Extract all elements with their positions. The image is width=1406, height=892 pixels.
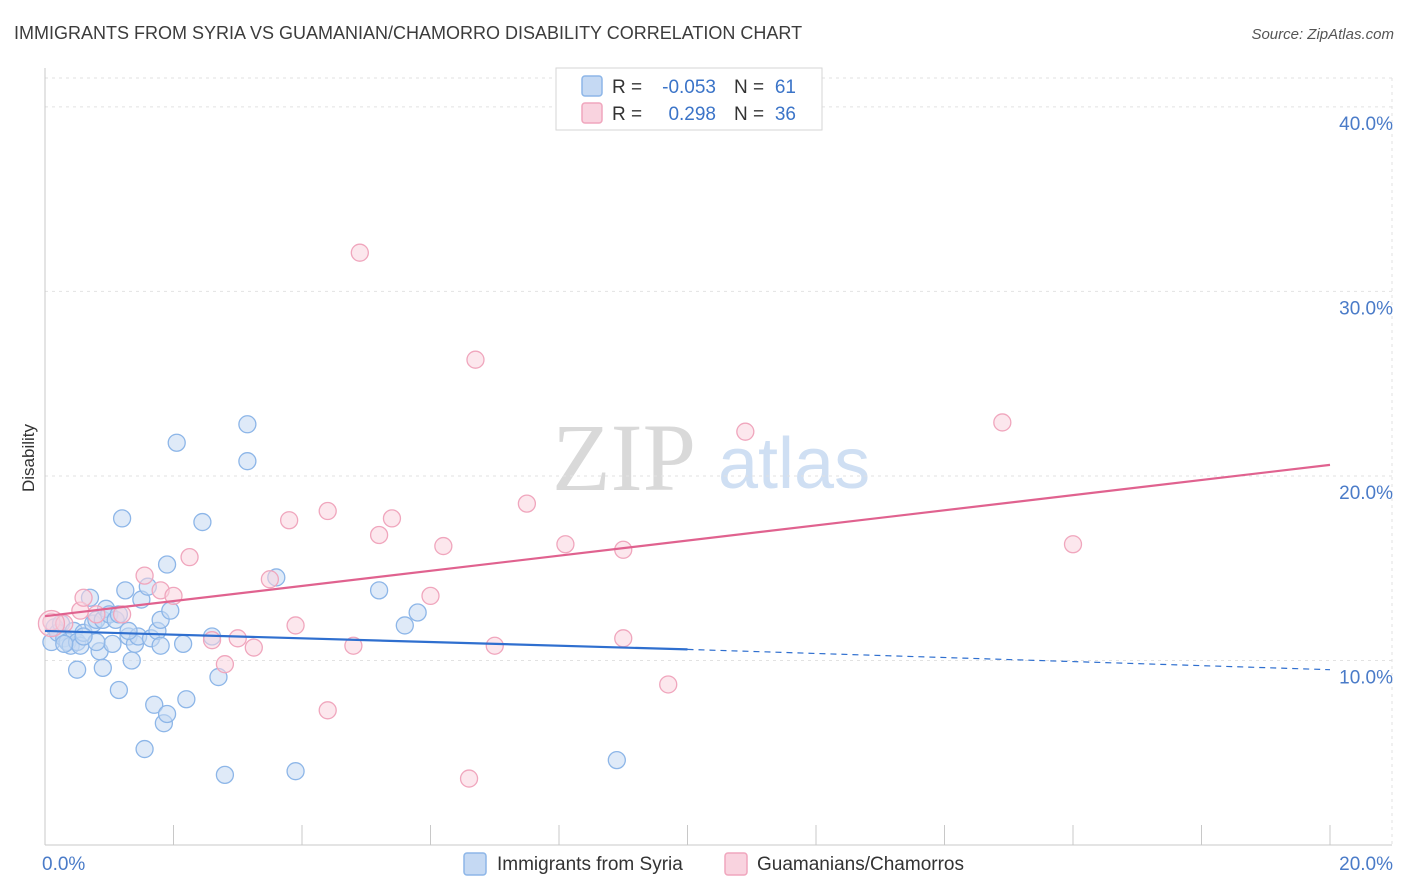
data-point [74, 588, 93, 607]
data-point [119, 621, 138, 641]
bottom-legend-swatch-syria [463, 852, 487, 876]
data-point [434, 536, 453, 556]
y-tick-label: 30.0% [1339, 298, 1393, 319]
series-legend: Immigrants from Syria Guamanians/Chamorr… [463, 852, 964, 876]
data-point [135, 566, 154, 585]
data-point [177, 690, 196, 709]
data-point [112, 509, 132, 528]
data-point [244, 638, 263, 657]
data-point [103, 634, 122, 654]
data-point [151, 636, 170, 655]
data-point [215, 765, 235, 785]
data-point [109, 680, 129, 700]
watermark-zip: ZIP [552, 404, 696, 511]
x-tick-label: 0.0% [42, 854, 85, 875]
trend-line-guam [44, 463, 1331, 618]
data-point [260, 570, 280, 589]
data-point [215, 655, 235, 674]
data-point [67, 660, 87, 679]
data-point [1063, 535, 1083, 554]
x-axis-ticks: 0.0% 20.0% [42, 825, 1393, 875]
data-point [459, 769, 479, 788]
series-guam [42, 243, 1083, 788]
trend-line-syria-extension [687, 648, 1331, 671]
data-point [74, 627, 93, 646]
series-syria [42, 415, 626, 785]
data-point [180, 547, 199, 567]
data-point [238, 452, 257, 471]
legend-r-label-guam: R = [612, 104, 642, 125]
data-point [369, 525, 389, 545]
legend-swatch-guam [581, 102, 603, 124]
data-point-cluster [37, 609, 66, 638]
data-point [659, 675, 678, 694]
data-point [369, 581, 389, 600]
watermark: ZIP atlas [552, 404, 870, 511]
legend-r-value-syria: -0.053 [662, 77, 716, 98]
data-point [122, 651, 141, 670]
trend-line-syria [44, 629, 688, 651]
legend-n-value-guam: 36 [775, 104, 796, 125]
data-point [408, 603, 427, 622]
y-tick-label: 10.0% [1339, 667, 1393, 688]
data-point [382, 509, 402, 528]
data-point [466, 350, 485, 369]
data-point [112, 605, 132, 624]
data-point [607, 750, 626, 770]
data-point [614, 629, 633, 648]
data-point [173, 634, 193, 654]
data-point [202, 631, 222, 650]
y-tick-label: 40.0% [1339, 114, 1393, 135]
legend-n-value-syria: 61 [775, 77, 796, 98]
legend-n-label-syria: N = [734, 77, 764, 98]
bottom-legend-swatch-guam [724, 852, 748, 876]
data-point [318, 701, 337, 720]
trend-lines [44, 463, 1331, 671]
data-point [238, 415, 257, 434]
data-point [350, 243, 369, 262]
data-point [344, 636, 363, 655]
data-point [286, 762, 305, 781]
bottom-legend-label-syria: Immigrants from Syria [497, 854, 683, 875]
chart-source: Source: ZipAtlas.com [1251, 26, 1394, 43]
legend-r-label-syria: R = [612, 77, 642, 98]
data-point [116, 581, 135, 600]
y-tick-label: 20.0% [1339, 483, 1393, 504]
data-point [161, 601, 180, 620]
x-tick-label: 20.0% [1339, 854, 1393, 875]
data-point [228, 629, 247, 648]
data-point [279, 511, 299, 530]
legend-swatch-syria [581, 75, 603, 97]
data-point [167, 433, 186, 452]
data-point [93, 658, 112, 678]
data-point [286, 616, 305, 635]
y-axis-ticks: 10.0% 20.0% 30.0% 40.0% [1339, 114, 1393, 689]
data-point [318, 501, 337, 521]
data-point [736, 422, 755, 441]
data-point [485, 636, 504, 655]
y-axis-label: Disability [19, 423, 38, 492]
data-point [993, 413, 1012, 432]
data-point [395, 616, 414, 635]
data-point [145, 695, 164, 714]
bottom-legend-label-guam: Guamanians/Chamorros [757, 854, 964, 875]
data-point [157, 555, 177, 574]
legend-n-label-guam: N = [734, 104, 764, 125]
legend-r-value-guam: 0.298 [668, 104, 716, 125]
chart-title: IMMIGRANTS FROM SYRIA VS GUAMANIAN/CHAMO… [14, 23, 802, 43]
data-point [556, 535, 575, 554]
data-points [37, 243, 1083, 788]
data-point [55, 634, 74, 654]
correlation-legend: R = -0.053 N = 61 R = 0.298 N = 36 [555, 67, 823, 131]
data-point [421, 586, 440, 606]
data-point [135, 739, 154, 759]
data-point [157, 704, 177, 724]
data-point [517, 494, 537, 513]
axes [44, 68, 1392, 846]
data-point [193, 512, 212, 532]
